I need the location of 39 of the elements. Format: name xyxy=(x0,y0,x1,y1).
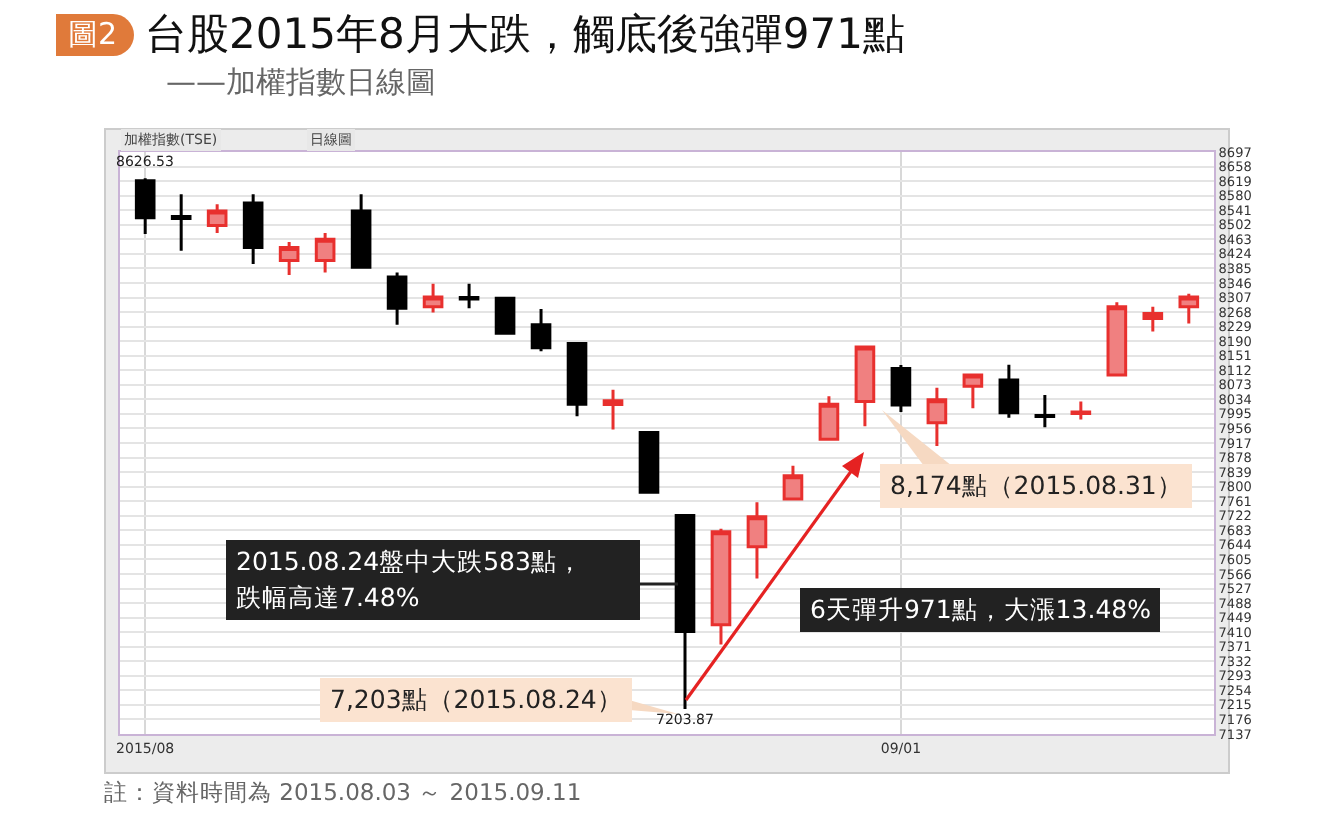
text: 註：資料時間為 2015.08.03 ～ 2015.09.11 xyxy=(104,778,582,808)
candlestick xyxy=(242,192,264,266)
candlestick xyxy=(854,344,876,428)
candlestick xyxy=(170,192,192,253)
candlestick xyxy=(350,192,372,270)
candlestick xyxy=(926,386,948,448)
candlestick xyxy=(998,363,1020,420)
candlestick xyxy=(1070,400,1092,421)
candlestick xyxy=(134,176,156,236)
chart-subtitle: ——加權指數日線圖 xyxy=(166,64,436,102)
annotation: 2015.08.24盤中大跌583點， xyxy=(236,544,585,580)
candlestick xyxy=(782,464,804,502)
candlestick xyxy=(314,231,336,274)
candlestick xyxy=(458,282,480,310)
candlestick xyxy=(494,295,516,336)
candlestick xyxy=(422,282,444,314)
annotation: 7,203點（2015.08.24） xyxy=(330,682,623,718)
candlestick xyxy=(1142,305,1164,333)
candlestick xyxy=(1106,300,1128,378)
candlestick xyxy=(674,513,696,711)
annotation: 6天彈升971點，大漲13.48% xyxy=(810,592,1151,628)
chart-title: 台股2015年8月大跌，觸底後強彈971點 xyxy=(145,8,905,62)
candlestick xyxy=(818,394,840,442)
candlestick xyxy=(206,202,228,235)
candlestick xyxy=(746,500,768,580)
caption: 圖2 xyxy=(56,13,134,55)
candlestick xyxy=(602,388,624,432)
candlestick xyxy=(278,240,300,277)
annotation: 8,174點（2015.08.31） xyxy=(890,468,1183,504)
candlestick xyxy=(530,307,552,353)
annotation: 跌幅高達7.48% xyxy=(236,580,422,616)
candlestick xyxy=(710,527,732,646)
candlestick xyxy=(890,363,912,414)
candlestick xyxy=(1178,292,1200,326)
candlestick xyxy=(386,271,408,327)
candlestick xyxy=(1034,393,1056,429)
candlestick xyxy=(638,429,660,495)
candlestick xyxy=(566,341,588,418)
candlestick xyxy=(962,373,984,410)
